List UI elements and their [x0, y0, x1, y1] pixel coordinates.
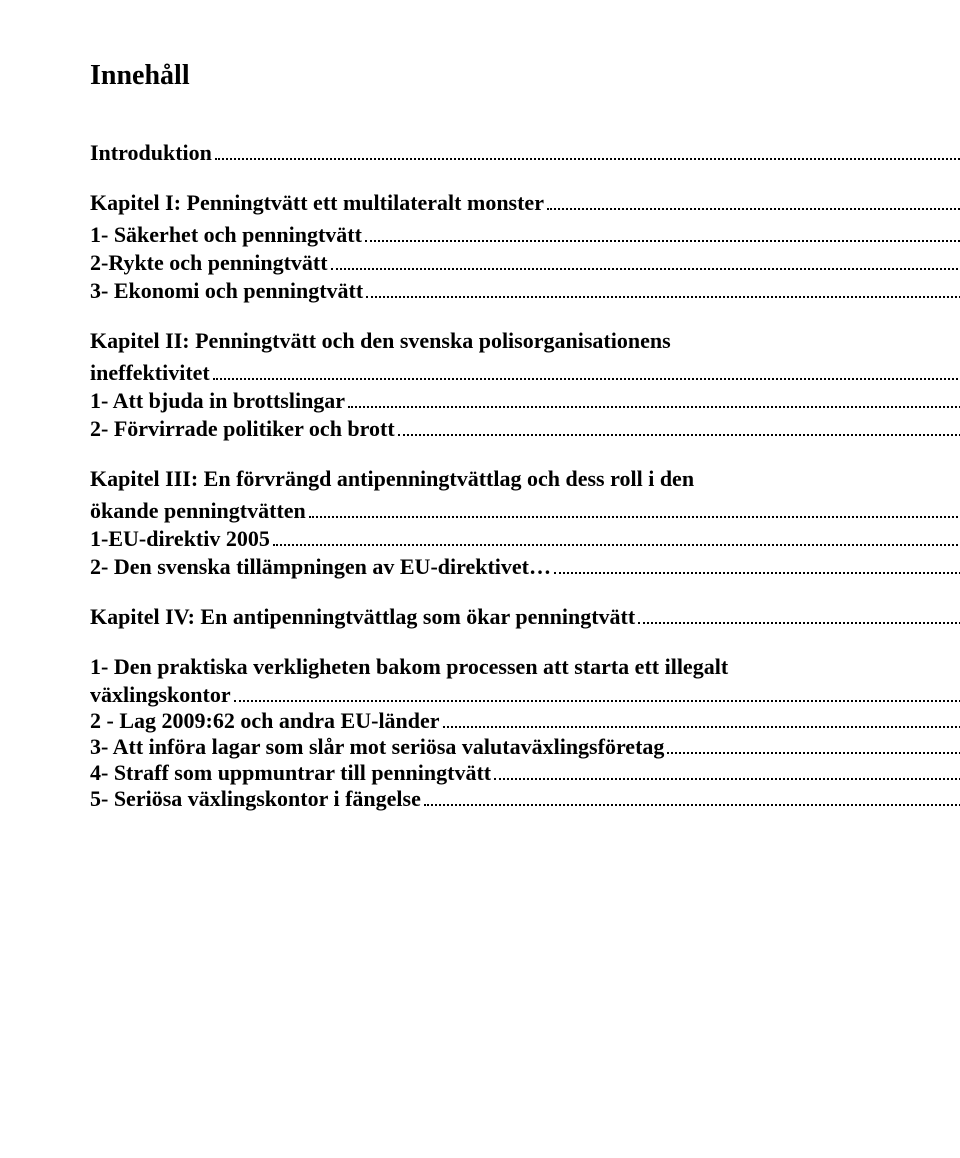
toc-leader: [348, 406, 960, 408]
toc-leader: [365, 240, 960, 242]
toc-text: 1-EU-direktiv 2005: [90, 526, 270, 552]
toc-leader: [215, 158, 960, 160]
toc-entry-k4s3: 3- Att införa lagar som slår mot seriösa…: [90, 734, 960, 760]
toc-text: Kapitel II: Penningtvätt och den svenska…: [90, 328, 671, 353]
toc-text: 2-Rykte och penningtvätt: [90, 250, 328, 276]
toc-entry-k4s1-line2: växlingskontor 46: [90, 682, 960, 708]
toc-entry-kap4: Kapitel IV: En antipenningtvättlag som ö…: [90, 604, 960, 630]
toc-leader: [638, 622, 960, 624]
toc-leader: [424, 804, 960, 806]
toc-leader: [667, 752, 960, 754]
toc-entry-k4s2: 2 - Lag 2009:62 och andra EU-länder 50: [90, 708, 960, 734]
toc-entry-kap3-line1: Kapitel III: En förvrängd antipenningtvä…: [90, 466, 960, 492]
toc-text: 2- Den svenska tillämpningen av EU-direk…: [90, 554, 551, 580]
toc-text: Kapitel III: En förvrängd antipenningtvä…: [90, 466, 694, 491]
toc-text: 4- Straff som uppmuntrar till penningtvä…: [90, 760, 491, 786]
toc-entry-kap1: Kapitel I: Penningtvätt ett multilateral…: [90, 190, 960, 216]
toc-entry-intro: Introduktion 1: [90, 140, 960, 166]
toc-entry-k2s1: 1- Att bjuda in brottslingar 21: [90, 388, 960, 414]
toc-text: Kapitel IV: En antipenningtvättlag som ö…: [90, 604, 635, 630]
toc-leader: [234, 700, 960, 702]
toc-text: 2- Förvirrade politiker och brott: [90, 416, 395, 442]
toc-text: 5- Seriösa växlingskontor i fängelse: [90, 786, 421, 812]
toc-text: 1- Att bjuda in brottslingar: [90, 388, 345, 414]
toc-leader: [331, 268, 960, 270]
toc-leader: [309, 516, 960, 518]
toc-text: ökande penningtvätten: [90, 498, 306, 524]
toc-entry-k1s2: 2-Rykte och penningtvätt 11: [90, 250, 960, 276]
toc-text: ineffektivitet: [90, 360, 210, 386]
toc-entry-k1s3: 3- Ekonomi och penningtvätt 12: [90, 278, 960, 304]
toc-entry-kap2-line2: ineffektivitet 21: [90, 360, 960, 386]
toc-text: Kapitel I: Penningtvätt ett multilateral…: [90, 190, 544, 216]
toc-entry-k3s2: 2- Den svenska tillämpningen av EU-direk…: [90, 554, 960, 580]
toc-entry-k4s1-line1: 1- Den praktiska verkligheten bakom proc…: [90, 654, 960, 680]
toc-leader: [366, 296, 960, 298]
page-title: Innehåll: [90, 60, 960, 92]
toc-leader: [443, 726, 960, 728]
toc-text: 2 - Lag 2009:62 och andra EU-länder: [90, 708, 440, 734]
toc-text: Introduktion: [90, 140, 212, 166]
toc-leader: [398, 434, 960, 436]
toc-entry-k1s1: 1- Säkerhet och penningtvätt 8: [90, 222, 960, 248]
toc-entry-k2s2: 2- Förvirrade politiker och brott 24: [90, 416, 960, 442]
toc-entry-kap2-line1: Kapitel II: Penningtvätt och den svenska…: [90, 328, 960, 354]
toc-leader: [213, 378, 960, 380]
toc-leader: [273, 544, 960, 546]
toc-text: 3- Att införa lagar som slår mot seriösa…: [90, 734, 664, 760]
toc-leader: [547, 208, 960, 210]
toc-text: 3- Ekonomi och penningtvätt: [90, 278, 363, 304]
toc-entry-k4s5: 5- Seriösa växlingskontor i fängelse 56: [90, 786, 960, 812]
toc-leader: [554, 572, 960, 574]
toc-text: 1- Säkerhet och penningtvätt: [90, 222, 362, 248]
toc-text: växlingskontor: [90, 682, 231, 708]
toc-leader: [494, 778, 960, 780]
toc-entry-kap3-line2: ökande penningtvätten 32: [90, 498, 960, 524]
toc-entry-k4s4: 4- Straff som uppmuntrar till penningtvä…: [90, 760, 960, 786]
toc-entry-k3s1: 1-EU-direktiv 2005 33: [90, 526, 960, 552]
toc-text: 1- Den praktiska verkligheten bakom proc…: [90, 654, 728, 679]
